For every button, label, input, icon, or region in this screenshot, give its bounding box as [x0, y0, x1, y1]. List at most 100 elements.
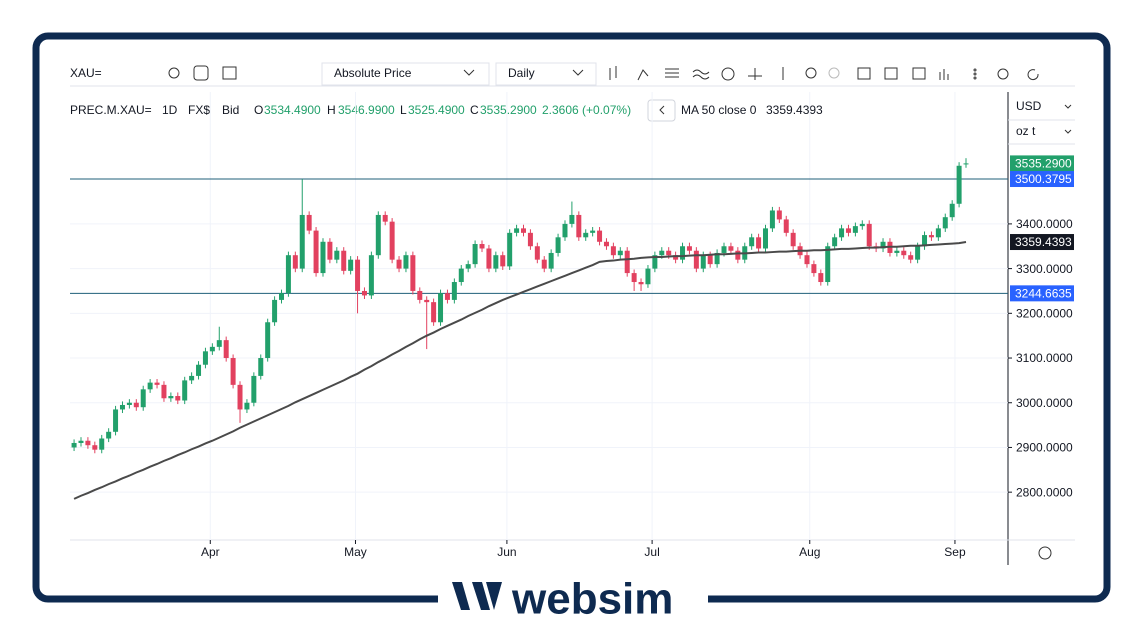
candle-body [368, 255, 374, 296]
candle-body [140, 389, 146, 408]
y-tick-label: 3100.0000 [1016, 351, 1073, 365]
candle-body [859, 223, 865, 227]
candle-body [769, 210, 775, 229]
candle-body [313, 230, 319, 274]
y-tick-label: 3300.0000 [1016, 262, 1073, 276]
candle-body [707, 255, 713, 265]
candle-body [963, 163, 969, 165]
price-line-label-tag [1010, 171, 1074, 188]
folder-icon[interactable] [222, 66, 237, 80]
chevron [659, 105, 665, 115]
candle-body [106, 431, 112, 439]
chevron [1064, 104, 1072, 134]
candle-body [306, 214, 312, 231]
ma-label: 3359.4393 [1015, 235, 1072, 249]
price-line-label-tag [1010, 285, 1074, 302]
candle-body [258, 358, 264, 376]
candle-body [396, 259, 402, 269]
candle-body [361, 290, 367, 296]
candle-body [451, 282, 457, 300]
candle-body [113, 409, 119, 432]
candle-body [507, 232, 513, 267]
candle-body [880, 241, 886, 249]
interval-dropdown[interactable] [495, 62, 597, 86]
candle-body [804, 255, 810, 265]
candle-body [265, 322, 271, 359]
candle-body [320, 241, 326, 274]
candle-body [922, 235, 928, 247]
candle-body [638, 282, 644, 285]
x-tick-label: Apr [201, 545, 220, 559]
candle-body [693, 250, 699, 269]
candle-body [327, 241, 333, 260]
scale-mode: Absolute Price [334, 66, 412, 80]
candle-body [119, 404, 125, 410]
candle-body [299, 214, 305, 269]
candle-body [161, 384, 167, 399]
candle-body [285, 255, 291, 294]
candle-body [603, 241, 609, 247]
x-tick-label: Jun [497, 545, 516, 559]
candle-body [175, 396, 181, 401]
candle-body [617, 250, 623, 256]
candle-body [686, 246, 692, 251]
candle-body [949, 203, 955, 218]
candle-body [749, 237, 755, 247]
candle-body [341, 250, 347, 271]
y-tick-label: 3200.0000 [1016, 306, 1073, 320]
symbol: PREC.M.XAU= [70, 103, 152, 117]
candle-body [71, 442, 77, 448]
candle-body [168, 396, 174, 399]
price-line-label: 3244.6635 [1015, 287, 1072, 301]
high-value: 3546.9900 [338, 103, 395, 117]
candle-body [85, 440, 91, 446]
candle-body [202, 351, 208, 365]
candle-body [790, 232, 796, 247]
candle-body [486, 248, 492, 269]
candle-body [597, 230, 603, 242]
candle-body [590, 230, 596, 233]
candle-body [652, 255, 658, 269]
brand-mark [452, 582, 502, 610]
candle-body [244, 402, 250, 410]
candle-body [417, 290, 423, 300]
candle-body [645, 268, 651, 285]
period: 1D [162, 103, 178, 117]
candle-body [438, 293, 444, 323]
study-value: 3359.4393 [766, 103, 823, 117]
candle-body [424, 299, 430, 303]
candle-body [272, 299, 278, 323]
candle-body [521, 228, 526, 233]
candle-body [818, 273, 824, 283]
candle-body [908, 255, 914, 260]
add-icon[interactable] [193, 65, 209, 81]
candle-body [680, 246, 686, 260]
moving-average [73, 241, 967, 500]
frame [32, 32, 1111, 603]
settings-icon[interactable] [1038, 546, 1052, 560]
brand-name: websim [511, 575, 673, 624]
collapse-button[interactable] [647, 99, 676, 122]
price-axis: 2800.0000 2900.0000 3000.0000 3100.0000 3200… [1008, 155, 1074, 499]
candle-body [576, 214, 582, 238]
close-value: 3535.2900 [480, 103, 537, 117]
search-icon[interactable] [168, 67, 180, 79]
tool-icons[interactable] [609, 66, 1039, 81]
candle-body [292, 255, 298, 269]
search-field[interactable]: XAU= [70, 66, 102, 80]
candle-body [444, 293, 450, 300]
candle-body [209, 346, 215, 352]
interval: Daily [508, 66, 535, 80]
side: Bid [222, 103, 239, 117]
candle-body [223, 340, 229, 359]
scale-dropdown[interactable] [321, 62, 490, 86]
candle-body [728, 246, 734, 251]
open-label: O [254, 103, 263, 117]
candle-body [216, 340, 222, 347]
ma-label-tag [1010, 234, 1074, 251]
currency[interactable]: USD [1016, 99, 1042, 113]
unit[interactable]: oz t [1016, 124, 1036, 138]
candle-body [659, 250, 665, 256]
